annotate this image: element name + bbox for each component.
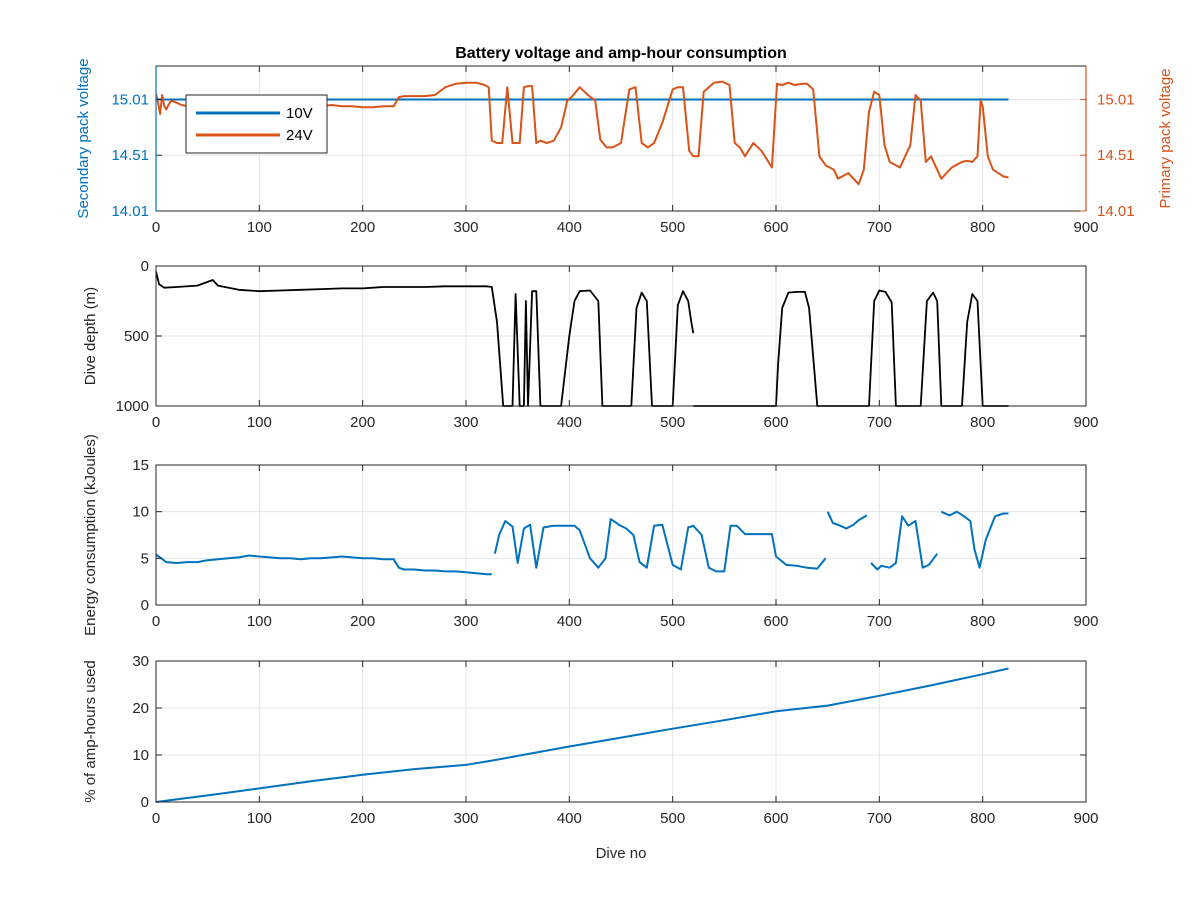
x-tick-label: 800 xyxy=(970,219,995,236)
series-line-1 xyxy=(156,271,695,407)
axes-1: 0 100 200 300 400 500 600 700 800 90014.0114.5115… xyxy=(75,58,1174,236)
y-right-tick-label: 14.01 xyxy=(1097,203,1135,220)
series-line-4 xyxy=(870,515,939,571)
x-tick-label: 200 xyxy=(350,219,375,236)
x-tick-label: 800 xyxy=(970,810,995,827)
x-tick-label: 900 xyxy=(1073,414,1098,431)
series-line-1 xyxy=(156,667,1009,803)
y-tick-label: 500 xyxy=(124,328,149,345)
x-tick-label: 700 xyxy=(867,613,892,630)
series-line-2 xyxy=(493,518,827,573)
y-tick-label: 14.01 xyxy=(111,203,149,220)
series-line-5 xyxy=(940,510,1009,569)
x-tick-label: 600 xyxy=(763,414,788,431)
x-tick-label: 100 xyxy=(247,219,272,236)
x-tick-label: 700 xyxy=(867,810,892,827)
y-right-axis-label: Primary pack voltage xyxy=(1157,68,1174,208)
panels: 0 100 200 300 400 500 600 700 800 90014.0114.5115… xyxy=(75,58,1174,862)
x-tick-label: 0 xyxy=(152,219,160,236)
x-tick-label: 500 xyxy=(660,613,685,630)
x-tick-label: 300 xyxy=(453,613,478,630)
y-axis-label: Dive depth (m) xyxy=(82,287,99,385)
y-tick-label: 5 xyxy=(141,550,149,567)
y-tick-label: 10 xyxy=(132,504,149,521)
x-axis-label: Dive no xyxy=(596,845,647,862)
y-axis-label: % of amp-hours used xyxy=(82,660,99,803)
x-tick-label: 0 xyxy=(152,613,160,630)
x-tick-label: 600 xyxy=(763,810,788,827)
x-tick-label: 100 xyxy=(247,414,272,431)
axes-frame xyxy=(155,660,1087,803)
x-tick-label: 100 xyxy=(247,613,272,630)
x-tick-label: 0 xyxy=(152,810,160,827)
y-right-tick-label: 15.01 xyxy=(1097,91,1135,108)
y-axis-label: Energy consumption (kJoules) xyxy=(82,434,99,636)
legend-label-10v: 10V xyxy=(286,105,313,122)
y-tick-label: 15.01 xyxy=(111,91,149,108)
x-tick-label: 400 xyxy=(557,810,582,827)
x-tick-label: 900 xyxy=(1073,219,1098,236)
y-tick-label: 15 xyxy=(132,457,149,474)
y-tick-label: 0 xyxy=(141,258,149,275)
x-tick-label: 600 xyxy=(763,613,788,630)
x-tick-label: 800 xyxy=(970,414,995,431)
series-line-1 xyxy=(156,553,492,576)
x-tick-label: 800 xyxy=(970,613,995,630)
x-tick-label: 200 xyxy=(350,613,375,630)
axes-frame xyxy=(155,464,1087,606)
series-line-2 xyxy=(693,289,1009,407)
x-tick-label: 0 xyxy=(152,414,160,431)
x-tick-label: 100 xyxy=(247,810,272,827)
y-tick-label: 20 xyxy=(132,700,149,717)
x-tick-label: 400 xyxy=(557,613,582,630)
y-tick-label: 14.51 xyxy=(111,147,149,164)
y-tick-label: 30 xyxy=(132,653,149,670)
y-tick-label: 1000 xyxy=(116,398,149,415)
x-tick-label: 400 xyxy=(557,219,582,236)
x-tick-label: 900 xyxy=(1073,810,1098,827)
axes-3: 0 100 200 300 400 500 600 700 800 900 0 5 10 15 Energy… xyxy=(82,434,1099,636)
series-line-3 xyxy=(826,511,868,530)
x-tick-label: 900 xyxy=(1073,613,1098,630)
x-tick-label: 700 xyxy=(867,219,892,236)
axes-2: 0 100 200 300 400 500 600 700 800 900 0 500 1000 Dive… xyxy=(82,258,1099,431)
x-tick-label: 300 xyxy=(453,810,478,827)
x-tick-label: 600 xyxy=(763,219,788,236)
x-tick-label: 700 xyxy=(867,414,892,431)
plot-area xyxy=(156,465,1086,605)
x-tick-label: 500 xyxy=(660,219,685,236)
x-tick-label: 200 xyxy=(350,414,375,431)
y-right-tick-label: 14.51 xyxy=(1097,147,1135,164)
y-tick-label: 10 xyxy=(132,747,149,764)
y-axis-label: Secondary pack voltage xyxy=(75,58,92,218)
x-tick-label: 500 xyxy=(660,414,685,431)
x-tick-label: 300 xyxy=(453,219,478,236)
chart-title: Battery voltage and amp-hour consumption xyxy=(455,45,787,62)
x-tick-label: 500 xyxy=(660,810,685,827)
legend-box xyxy=(185,94,328,154)
x-tick-label: 200 xyxy=(350,810,375,827)
y-tick-label: 0 xyxy=(141,794,149,811)
axes-4: 0 100 200 300 400 500 600 700 800 900 0 10 20 30 % of … xyxy=(82,653,1099,862)
legend-label-24v: 24V xyxy=(286,127,313,144)
y-tick-label: 0 xyxy=(141,597,149,614)
x-tick-label: 300 xyxy=(453,414,478,431)
x-tick-label: 400 xyxy=(557,414,582,431)
